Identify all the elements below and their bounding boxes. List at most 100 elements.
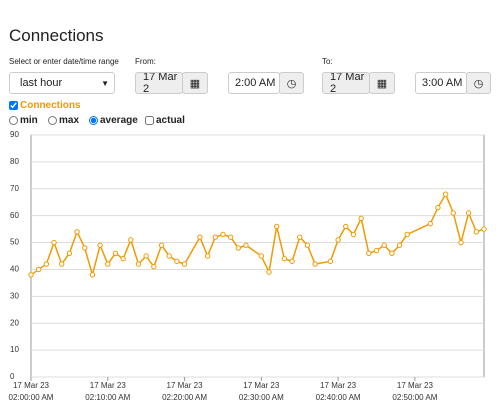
data-point (82, 245, 88, 251)
range-label: Select or enter date/time range (9, 57, 119, 66)
data-point (166, 253, 172, 259)
data-point (181, 261, 188, 267)
range-value: last hour (20, 77, 63, 89)
y-tick-label: 20 (10, 318, 19, 327)
data-point (389, 250, 395, 257)
radio[interactable] (9, 116, 18, 125)
data-point (442, 191, 449, 197)
data-point (312, 261, 318, 267)
data-point (89, 272, 96, 278)
checkbox[interactable] (145, 116, 154, 125)
data-point (212, 234, 218, 240)
x-tick-label: 17 Mar 23 02:20:00 AM (162, 381, 208, 402)
series-toggle[interactable]: Connections (9, 100, 81, 111)
y-tick-label: 80 (10, 157, 19, 166)
data-point (43, 261, 50, 267)
data-point (404, 231, 410, 238)
to-calendar-button[interactable]: ▦ (369, 72, 395, 94)
option-label: min (20, 115, 38, 126)
page-title: Connections (9, 26, 104, 45)
data-point (335, 237, 341, 243)
data-point (105, 261, 111, 267)
data-point (304, 242, 311, 248)
data-point (51, 239, 57, 246)
data-point (358, 215, 364, 222)
radio[interactable] (89, 116, 98, 125)
y-tick-label: 90 (10, 130, 19, 139)
plot-area (30, 134, 485, 378)
option-label: average (100, 115, 138, 126)
data-point (381, 242, 387, 248)
data-point (450, 210, 456, 216)
option-average[interactable]: average (89, 115, 138, 126)
to-date[interactable]: 17 Mar 2 (322, 72, 370, 94)
to-label: To: (322, 57, 333, 66)
data-point (135, 261, 142, 267)
option-label: actual (156, 115, 185, 126)
data-point (197, 234, 203, 240)
data-point (273, 223, 280, 230)
y-tick-label: 30 (10, 291, 19, 300)
radio[interactable] (48, 116, 57, 125)
data-point (366, 250, 372, 257)
data-point (258, 253, 265, 259)
to-time-value: 3:00 AM (422, 77, 463, 89)
data-point (289, 258, 295, 265)
data-point (128, 237, 134, 243)
series-checkbox[interactable] (9, 101, 18, 110)
data-point (481, 226, 487, 232)
data-point (297, 234, 303, 240)
data-point (35, 266, 42, 273)
legend-label: Connections (20, 100, 81, 111)
data-point (396, 242, 403, 248)
data-point (74, 229, 80, 235)
option-min[interactable]: min (9, 115, 38, 126)
from-clock-button[interactable]: ◷ (279, 72, 304, 94)
data-point (174, 258, 180, 265)
y-tick-label: 50 (10, 238, 19, 247)
data-point (28, 272, 34, 278)
y-tick-label: 0 (10, 372, 15, 381)
x-tick-label: 17 Mar 23 02:50:00 AM (392, 381, 438, 402)
data-point (465, 210, 472, 216)
y-tick-label: 10 (10, 345, 19, 354)
select-arrow: ▼ (101, 78, 109, 88)
data-point (66, 250, 73, 257)
data-point (143, 253, 149, 259)
from-time-value: 2:00 AM (235, 77, 276, 89)
data-point (373, 247, 380, 254)
from-label: From: (135, 57, 156, 66)
from-calendar-button[interactable]: ▦ (182, 72, 208, 94)
to-clock-button[interactable]: ◷ (466, 72, 491, 94)
x-tick-label: 17 Mar 23 02:40:00 AM (315, 381, 361, 402)
x-tick-label: 17 Mar 23 02:10:00 AM (85, 381, 131, 402)
data-point (266, 269, 272, 275)
y-tick-label: 70 (10, 184, 19, 193)
data-point (343, 223, 349, 230)
from-date-value: 17 Mar 2 (143, 72, 178, 94)
x-tick-label: 17 Mar 23 02:00:00 AM (8, 381, 54, 402)
data-point (158, 242, 165, 248)
data-point (435, 204, 441, 211)
option-max[interactable]: max (48, 115, 79, 126)
data-point (220, 231, 226, 238)
data-point (458, 239, 464, 246)
data-point (227, 234, 234, 240)
data-point (235, 245, 242, 251)
option-label: max (59, 115, 80, 126)
y-tick-label: 40 (10, 265, 19, 274)
option-actual[interactable]: actual (145, 115, 185, 126)
data-point (327, 258, 334, 265)
data-point (350, 231, 357, 238)
data-point (120, 255, 126, 262)
data-point (204, 253, 211, 259)
data-point (473, 229, 480, 235)
data-point (112, 250, 119, 257)
range-select[interactable]: last hour ▼ (9, 72, 115, 94)
data-point (97, 242, 103, 248)
data-point (281, 255, 288, 262)
data-point (151, 264, 157, 270)
from-date[interactable]: 17 Mar 2 (135, 72, 183, 94)
